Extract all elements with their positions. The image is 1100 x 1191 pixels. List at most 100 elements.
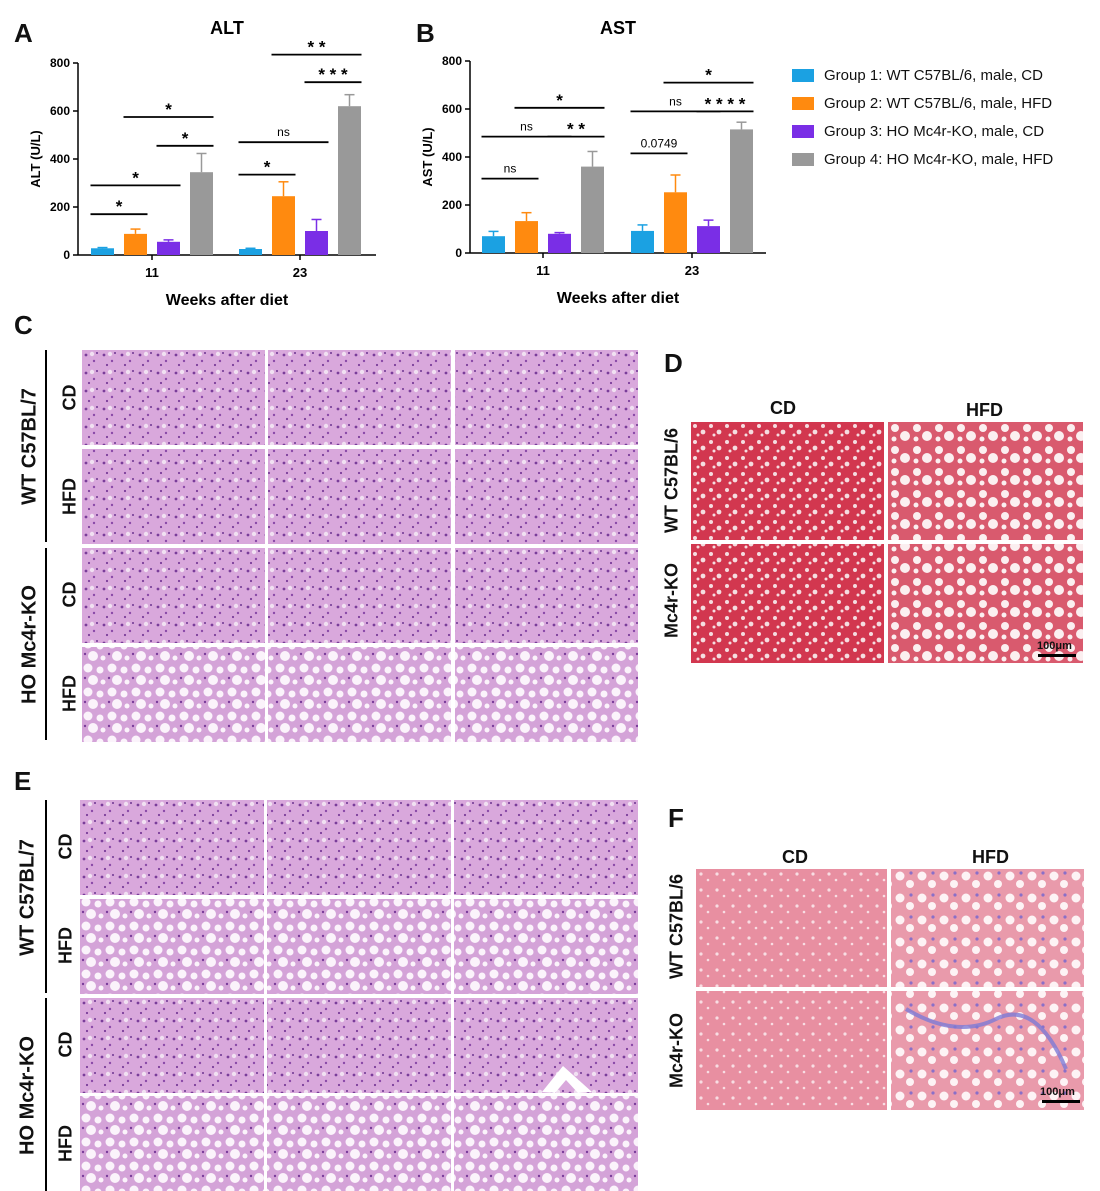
alt-bar-s1-c1 xyxy=(91,248,114,255)
panel-letter-f: F xyxy=(668,803,684,833)
ast-bar-s3-c2 xyxy=(697,226,720,253)
alt-bar-s3-c2 xyxy=(305,231,328,255)
ast-bar-chart: AST 0 200 400 600 800 AST (U/L) Weeks after die… xyxy=(420,18,766,307)
panel-c-tile-3-3 xyxy=(455,548,638,643)
alt-sig-label-8: * * * xyxy=(318,65,348,84)
panel-e-row-4-label: HFD xyxy=(55,1125,76,1162)
panel-letter-b: B xyxy=(416,18,435,48)
panel-d-col-cd: CD xyxy=(770,398,796,418)
panel-f-col-hfd: HFD xyxy=(972,847,1009,867)
alt-sig-label-6: ns xyxy=(277,125,290,139)
panel-letter-d: D xyxy=(664,348,683,378)
ast-ytick-label-2: 400 xyxy=(442,150,462,164)
alt-ytick-label-3: 600 xyxy=(50,104,70,118)
panel-c-row-3-label: CD xyxy=(59,581,80,608)
panel-e-tile-1-1 xyxy=(80,800,264,895)
panel-f-col-cd: CD xyxy=(782,847,808,867)
panel-d-micrograph-grid xyxy=(691,422,1083,663)
panel-e-micrograph-grid xyxy=(80,800,638,1191)
panel-c-row-1-label: CD xyxy=(59,384,80,411)
panel-e-bracket-wt xyxy=(45,800,47,993)
alt-ytick-label-0: 0 xyxy=(63,248,70,262)
panel-c-row-4-label: HFD xyxy=(59,675,80,712)
alt-bar-s4-c1 xyxy=(190,172,213,255)
panel-e-vessel xyxy=(542,1066,592,1093)
panel-e-tile-4-1 xyxy=(80,1096,264,1191)
ast-sig-label-7: * * * * xyxy=(705,94,746,113)
panel-f-row-ko: Mc4r-KO xyxy=(666,1013,687,1089)
ast-ytick-label-3: 600 xyxy=(442,102,462,116)
panel-f-scalebar xyxy=(1042,1100,1080,1103)
ast-sig-label-4: * xyxy=(556,91,563,110)
alt-bar-s4-c2 xyxy=(338,106,361,255)
legend-label-group-3: Group 3: HO Mc4r-KO, male, CD xyxy=(824,122,1045,140)
alt-bar-s2-c1 xyxy=(124,233,147,255)
alt-bar-chart: ALT 0 200 400 600 800 ALT (U/L) Weeks after die… xyxy=(28,18,376,309)
alt-bar-s3-c1 xyxy=(157,241,180,255)
panel-d-tile-1-2 xyxy=(888,422,1083,540)
ast-ytick-label-1: 200 xyxy=(442,198,462,212)
panel-f-micrograph-grid xyxy=(696,869,1084,1110)
panel-e-group-ko: HO Mc4r-KO xyxy=(16,1036,39,1155)
alt-sig-label-7: * * xyxy=(308,38,326,57)
legend-label-group-1: Group 1: WT C57BL/6, male, CD xyxy=(824,66,1043,84)
ast-sig-label-5: 0.0749 xyxy=(641,136,678,150)
panel-letter-c: C xyxy=(14,310,33,340)
panel-e-row-2-label: HFD xyxy=(55,927,76,964)
panel-d-tile-1-1 xyxy=(691,422,884,540)
panel-letter-e: E xyxy=(14,766,32,796)
ast-xlabel: Weeks after diet xyxy=(557,290,680,307)
panel-f-tile-2-1 xyxy=(696,991,887,1110)
panel-e-group-wt: WT C57BL/7 xyxy=(16,839,39,956)
ast-ytick-label-4: 800 xyxy=(442,54,462,68)
ast-sig-label-3: * * xyxy=(567,120,585,139)
panel-c-tile-3-1 xyxy=(82,548,265,643)
legend-item-group-3: Group 3: HO Mc4r-KO, male, CD xyxy=(792,121,1044,141)
alt-ytick-label-1: 200 xyxy=(50,200,70,214)
panel-d-tile-2-1 xyxy=(691,544,884,663)
panel-c-row-2-label: HFD xyxy=(59,478,80,515)
ast-sig-label-8: * xyxy=(705,66,712,85)
panel-e-tile-2-1 xyxy=(80,899,264,994)
legend-swatch-group-2 xyxy=(792,96,814,110)
panel-e-tile-2-2 xyxy=(267,899,451,994)
panel-d-col-hfd: HFD xyxy=(966,400,1003,420)
alt-ytick-label-4: 800 xyxy=(50,56,70,70)
legend-item-group-1: Group 1: WT C57BL/6, male, CD xyxy=(792,65,1043,85)
alt-sig-label-5: * xyxy=(264,158,271,177)
ast-bar-s4-c2 xyxy=(730,129,753,253)
panel-c-group-wt: WT C57BL/7 xyxy=(18,388,41,505)
ast-xtick-label-1: 23 xyxy=(685,263,699,278)
panel-e-tile-1-3 xyxy=(454,800,638,895)
ast-title: AST xyxy=(600,18,636,38)
panel-c-tile-4-1 xyxy=(82,647,265,742)
panel-e-bracket-ko xyxy=(45,998,47,1191)
legend-swatch-group-3 xyxy=(792,124,814,138)
ast-ytick-label-0: 0 xyxy=(455,246,462,260)
legend-swatch-group-1 xyxy=(792,68,814,82)
panel-c-tile-2-1 xyxy=(82,449,265,544)
panel-c-tile-4-2 xyxy=(268,647,451,742)
alt-sig-label-4: * xyxy=(182,129,189,148)
ast-bar-s2-c2 xyxy=(664,192,687,253)
ast-sig-label-2: ns xyxy=(520,120,533,134)
alt-xtick-label-0: 11 xyxy=(145,265,159,280)
panel-e-tile-3-3 xyxy=(454,998,638,1093)
alt-xtick-label-1: 23 xyxy=(293,265,307,280)
ast-sig-label-6: ns xyxy=(669,94,682,108)
ast-bar-s4-c1 xyxy=(581,166,604,253)
ast-bar-s1-c2 xyxy=(631,230,654,253)
panel-d-row-ko: Mc4r-KO xyxy=(661,563,682,639)
panel-e-row-1-label: CD xyxy=(55,833,76,860)
ast-bar-s3-c1 xyxy=(548,233,571,253)
panel-c-tile-1-2 xyxy=(268,350,451,445)
legend-item-group-2: Group 2: WT C57BL/6, male, HFD xyxy=(792,93,1052,113)
panel-e-tile-3-2 xyxy=(267,998,451,1093)
panel-e-tile-3-1 xyxy=(80,998,264,1093)
panel-f-tile-2-2 xyxy=(891,991,1084,1110)
panel-d-tile-2-2 xyxy=(888,544,1083,663)
panel-d-row-wt: WT C57BL/6 xyxy=(661,428,682,534)
ast-sig-label-1: ns xyxy=(504,162,517,176)
panel-f-fibrosis-stain xyxy=(904,1007,1068,1070)
panel-f-tile-1-2 xyxy=(891,869,1084,987)
